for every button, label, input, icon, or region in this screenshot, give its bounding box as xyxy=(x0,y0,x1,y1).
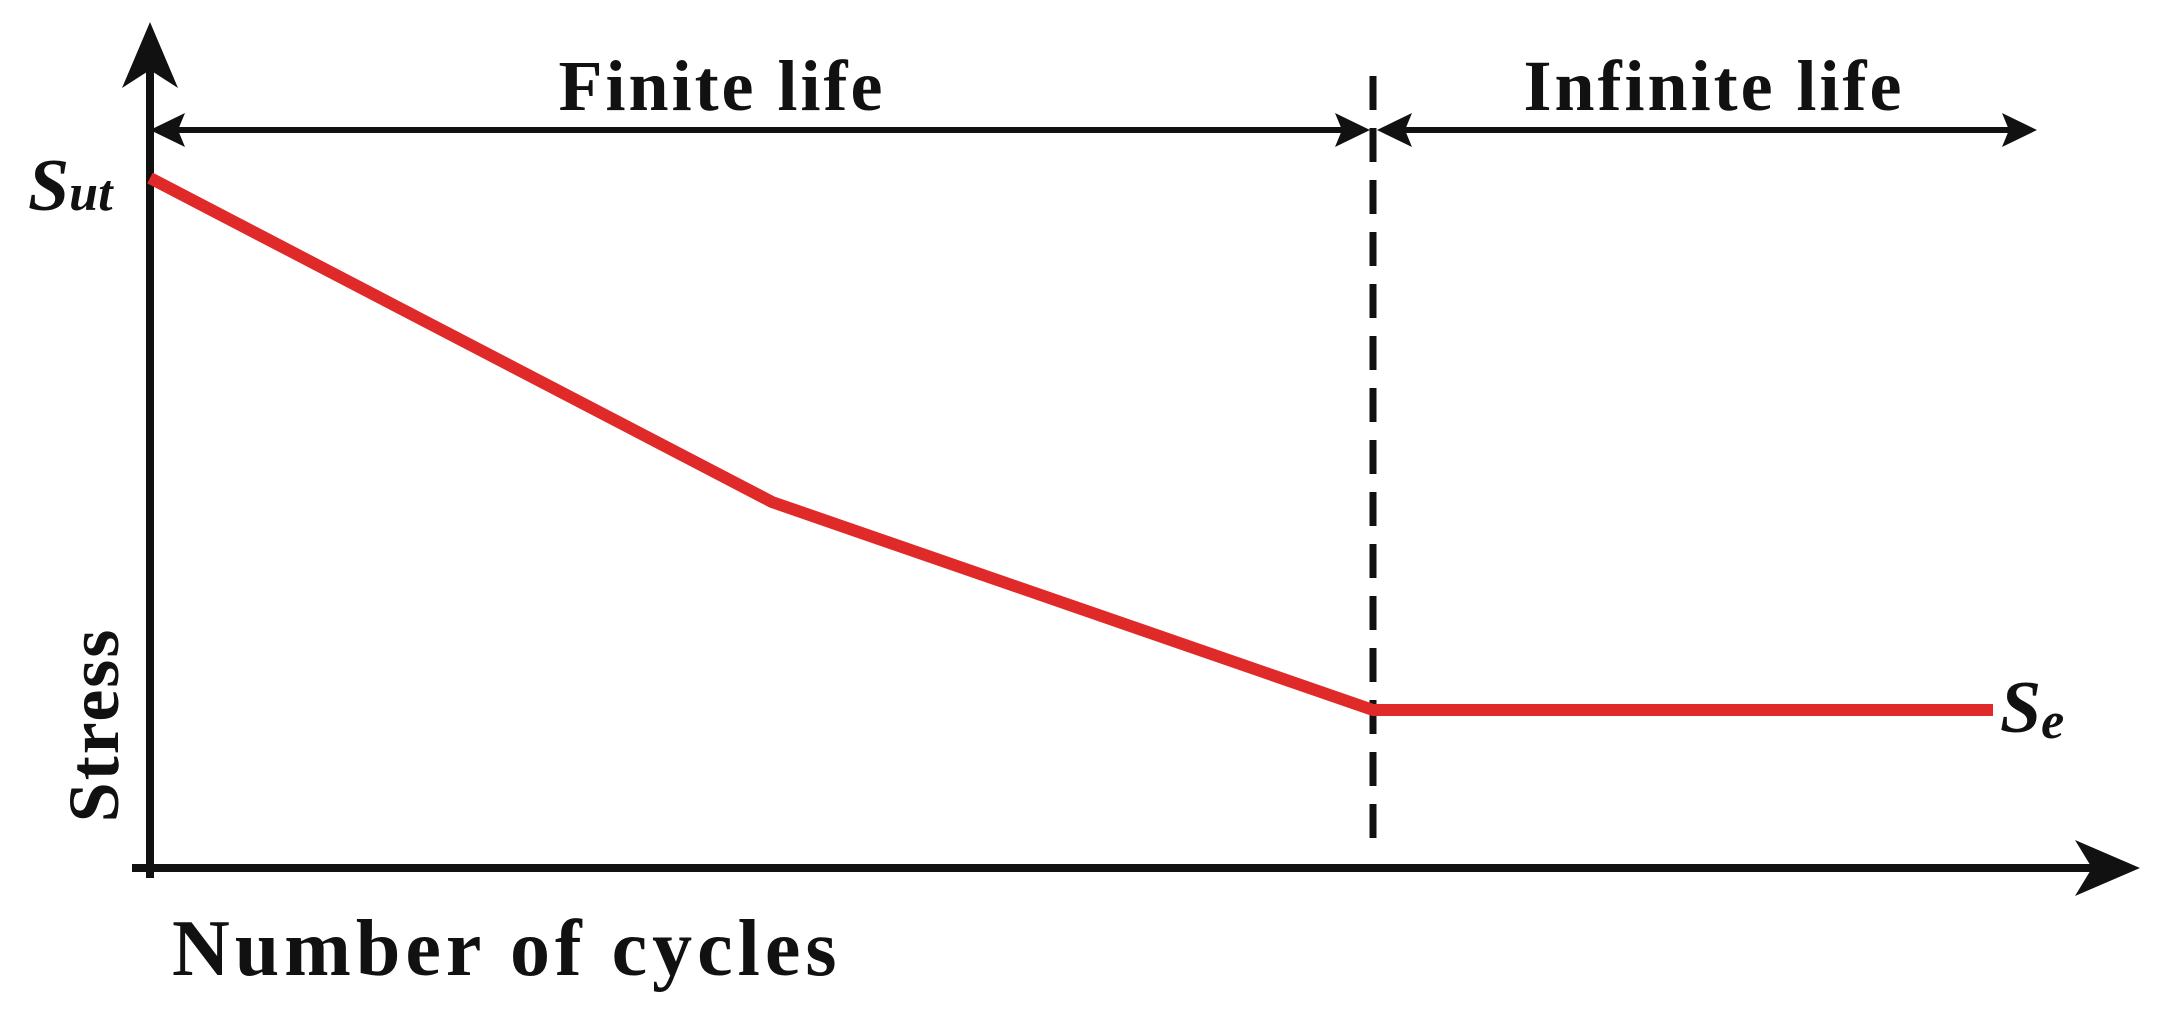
sn-curve xyxy=(147,172,1993,716)
infinite-life-label: Infinite life xyxy=(1524,46,1905,126)
finite-life-right-arrowhead xyxy=(1335,113,1370,147)
x-axis-label: Number of cycles xyxy=(172,905,842,993)
finite-life-left-arrowhead xyxy=(150,113,185,147)
y-axis-arrowhead xyxy=(122,22,178,88)
y-axis-label: Stress xyxy=(54,628,134,823)
se-symbol: Se xyxy=(2000,667,2064,750)
infinite-life-left-arrowhead xyxy=(1377,113,1412,147)
infinite-life-right-arrowhead xyxy=(2002,113,2037,147)
sut-symbol: Sut xyxy=(28,145,114,227)
x-axis-arrowhead xyxy=(2075,840,2140,896)
finite-life-label: Finite life xyxy=(559,46,886,126)
